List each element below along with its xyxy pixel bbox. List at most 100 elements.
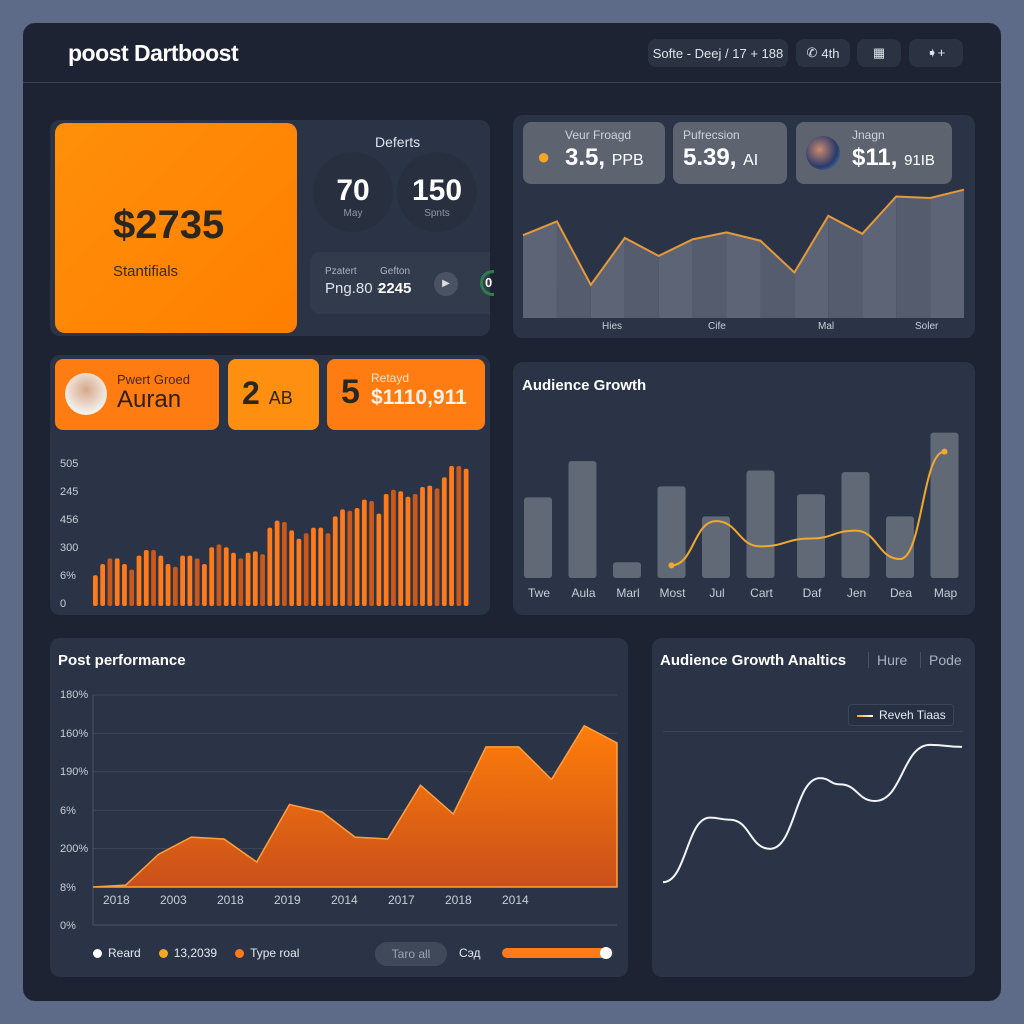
x-tick-label: Most bbox=[659, 586, 686, 600]
revenue-amount: $1110,911 bbox=[371, 386, 467, 409]
count-value: 2 AB bbox=[242, 375, 293, 411]
bar bbox=[441, 477, 447, 606]
x-tick-label: Aula bbox=[571, 586, 596, 600]
legend-item[interactable]: Type roal bbox=[235, 946, 299, 960]
legend-swatch bbox=[857, 715, 873, 717]
growth-line bbox=[662, 743, 963, 884]
bar bbox=[296, 538, 302, 606]
kpi-value: $11, 91IB bbox=[852, 144, 935, 171]
bar bbox=[841, 472, 870, 578]
x-tick-label: 2018 bbox=[445, 893, 472, 907]
bar bbox=[267, 527, 273, 606]
bar bbox=[568, 461, 597, 578]
share-plus-icon: ➧+ bbox=[926, 45, 946, 60]
bar bbox=[158, 555, 164, 606]
mini-label: Pzatert bbox=[325, 266, 357, 277]
x-tick-label: Twe bbox=[527, 586, 550, 600]
x-tick-label: Marl bbox=[616, 586, 640, 600]
calls-button[interactable]: ✆ 4th bbox=[796, 39, 850, 67]
bar bbox=[332, 516, 338, 606]
legend-item[interactable]: 13,2039 bbox=[158, 946, 217, 960]
bar bbox=[93, 575, 98, 606]
legend-label: Reveh Tiaas bbox=[879, 708, 946, 722]
audience-growth-title: Audience Growth bbox=[522, 377, 647, 394]
x-tick-label: 2017 bbox=[388, 893, 415, 907]
bar bbox=[151, 550, 156, 606]
audience-growth-chart bbox=[524, 432, 959, 578]
kpi-label: Veur Froagd bbox=[565, 128, 632, 142]
total-amount: $2735 bbox=[113, 203, 225, 247]
area-segment bbox=[896, 196, 931, 318]
toggle-all-button[interactable]: Taro all bbox=[375, 942, 447, 966]
x-tick-label: Jen bbox=[846, 586, 867, 600]
header-divider bbox=[23, 82, 1001, 83]
tab-pode[interactable]: Pode bbox=[920, 652, 962, 668]
bar bbox=[136, 555, 142, 606]
bar bbox=[613, 562, 641, 578]
area-segment bbox=[828, 215, 863, 318]
bar bbox=[311, 527, 316, 606]
share-button[interactable]: ➧+ bbox=[909, 39, 963, 67]
bar bbox=[122, 564, 127, 606]
trend-line bbox=[522, 188, 965, 287]
play-button[interactable]: ▶ bbox=[434, 272, 458, 296]
revenue-count: 5 bbox=[341, 373, 360, 411]
bar bbox=[657, 486, 686, 578]
range-slider[interactable] bbox=[502, 947, 614, 959]
x-tick-label: 2014 bbox=[331, 893, 358, 907]
growth-line bbox=[671, 450, 945, 567]
bar bbox=[252, 551, 258, 606]
bar bbox=[463, 468, 469, 606]
area-segment bbox=[726, 232, 761, 318]
bar bbox=[223, 547, 229, 606]
app-title: poost Dartboost bbox=[68, 40, 239, 66]
bar bbox=[165, 564, 171, 606]
area-segment bbox=[523, 221, 557, 318]
stat-value: 150 bbox=[411, 174, 463, 207]
performance-area bbox=[92, 724, 618, 888]
line-legend: Reveh Tiaas bbox=[848, 704, 954, 726]
bar bbox=[245, 552, 251, 606]
bar bbox=[143, 550, 149, 606]
slider-handle[interactable] bbox=[600, 947, 613, 959]
y-tick-label: 180% bbox=[60, 689, 89, 701]
bar bbox=[391, 489, 396, 606]
bar bbox=[187, 555, 193, 606]
stat-circle-may: 70 May bbox=[313, 152, 393, 232]
mini-label: Gefton bbox=[380, 266, 411, 277]
tab-hure[interactable]: Hure bbox=[868, 652, 907, 668]
x-tick-label: Daf bbox=[802, 586, 822, 600]
stat-circle-spnts: 150 Spnts bbox=[397, 152, 477, 232]
bar bbox=[702, 516, 730, 578]
user-card-label: Pwert Groed bbox=[117, 372, 190, 387]
bar bbox=[340, 509, 345, 606]
legend-item[interactable]: Reard bbox=[93, 946, 141, 960]
bar bbox=[114, 558, 120, 606]
area-segment bbox=[862, 196, 897, 318]
user-card[interactable]: Pwert Groed Auran bbox=[55, 359, 219, 430]
kpi-label: Jnagn bbox=[852, 128, 885, 142]
x-tick-label: Dea bbox=[889, 586, 912, 600]
y-tick-label: 505 bbox=[60, 458, 79, 470]
y-tick-label: 0% bbox=[60, 920, 76, 932]
bar bbox=[383, 494, 389, 606]
line-point bbox=[668, 562, 675, 569]
mini-value: 2245 bbox=[378, 280, 412, 297]
bar bbox=[456, 466, 462, 606]
date-range-pill[interactable]: Softe - Deej / 17 + 188 bbox=[648, 39, 788, 67]
bar bbox=[434, 488, 440, 606]
line-point bbox=[941, 448, 948, 455]
bar bbox=[303, 533, 309, 606]
location-pin-icon: ● bbox=[537, 144, 551, 169]
mini-value: Png.80 - bbox=[325, 280, 382, 297]
y-tick-label: 6% bbox=[60, 804, 76, 817]
top-area-chart bbox=[522, 188, 965, 318]
layout-button[interactable]: ▦ bbox=[857, 39, 901, 67]
chart-legend: Reard 13,2039 Type roal bbox=[93, 946, 299, 960]
growth-analytics-chart bbox=[662, 743, 963, 884]
y-tick-label: 160% bbox=[60, 727, 89, 740]
bar bbox=[274, 520, 280, 606]
y-tick-label: 200% bbox=[60, 843, 89, 855]
kpi-card: Pufrecsion 5.39, AI bbox=[673, 122, 787, 184]
bar bbox=[202, 564, 207, 606]
